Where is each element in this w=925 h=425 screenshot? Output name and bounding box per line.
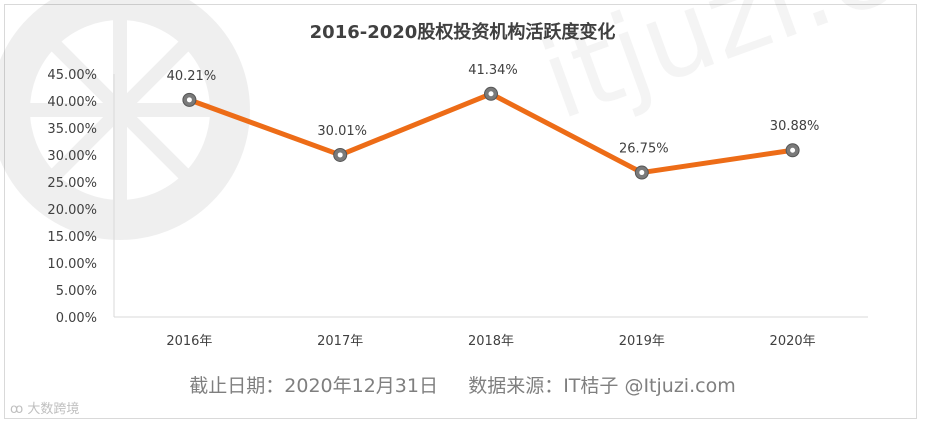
y-tick-label: 0.00% <box>56 311 97 326</box>
watermark-logo: ꝏ 大数跨境 <box>10 398 79 417</box>
footer-note: 截止日期：2020年12月31日 数据来源：IT桔子 @Itjuzi.com <box>0 371 925 398</box>
data-label: 30.01% <box>317 124 367 139</box>
y-tick-label: 30.00% <box>47 149 97 164</box>
data-point-center <box>639 170 645 176</box>
data-point-center <box>337 152 343 158</box>
x-tick-label: 2020年 <box>770 334 816 349</box>
y-axis: 0.00% 5.00% 10.00% 15.00% 20.00% 25.00% 30.00%… <box>47 68 115 326</box>
y-tick-label: 40.00% <box>47 95 97 110</box>
data-point-center <box>488 91 494 97</box>
data-labels: 40.21% 30.01% 41.34% 26.75% 30.88% <box>167 63 820 157</box>
x-tick-label: 2019年 <box>619 334 665 349</box>
y-tick-label: 35.00% <box>47 122 97 137</box>
data-point-center <box>186 97 192 103</box>
y-tick-label: 10.00% <box>47 257 97 272</box>
date-label: 截止日期：2020年12月31日 <box>189 375 438 397</box>
logo-icon: ꝏ <box>10 402 24 417</box>
x-tick-label: 2018年 <box>468 334 514 349</box>
y-tick-label: 25.00% <box>47 176 97 191</box>
x-tick-label: 2016年 <box>166 334 212 349</box>
chart-frame <box>4 4 917 419</box>
x-tick-label: 2017年 <box>317 334 363 349</box>
logo-text: 大数跨境 <box>27 402 80 417</box>
chart-title: 2016-2020股权投资机构活跃度变化 <box>309 22 616 43</box>
y-tick-label: 15.00% <box>47 230 97 245</box>
series-polyline <box>186 91 796 176</box>
x-axis: 2016年 2017年 2018年 2019年 2020年 <box>114 316 868 349</box>
data-label: 26.75% <box>619 142 669 157</box>
data-point-center <box>790 147 796 153</box>
data-label: 30.88% <box>770 119 820 134</box>
data-label: 40.21% <box>167 69 217 84</box>
y-tick-label: 45.00% <box>47 68 97 83</box>
y-tick-label: 20.00% <box>47 203 97 218</box>
y-tick-label: 5.00% <box>56 284 97 299</box>
series-line <box>182 86 800 180</box>
data-label: 41.34% <box>468 63 518 78</box>
source-label: 数据来源：IT桔子 @Itjuzi.com <box>468 375 736 397</box>
